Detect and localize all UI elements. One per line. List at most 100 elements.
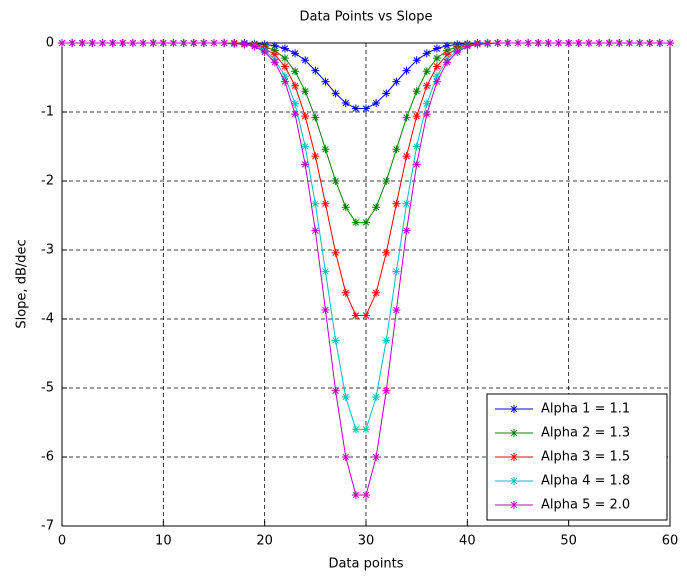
data-point bbox=[291, 81, 300, 90]
data-point bbox=[412, 87, 421, 96]
data-point bbox=[554, 39, 563, 47]
legend-label: Alpha 3 = 1.5 bbox=[541, 450, 630, 465]
data-point bbox=[280, 77, 289, 86]
data-point bbox=[331, 336, 340, 345]
data-point bbox=[220, 39, 229, 47]
data-point bbox=[280, 54, 289, 63]
data-point bbox=[311, 199, 320, 208]
data-point bbox=[270, 50, 279, 59]
data-point bbox=[331, 89, 340, 98]
data-point bbox=[473, 40, 482, 49]
legend-label: Alpha 1 = 1.1 bbox=[541, 402, 630, 417]
data-point bbox=[321, 267, 330, 276]
data-point bbox=[351, 104, 360, 113]
legend-marker bbox=[510, 477, 518, 485]
data-point bbox=[422, 49, 431, 58]
data-point bbox=[199, 39, 208, 47]
data-point bbox=[544, 39, 553, 47]
legend-marker bbox=[510, 405, 518, 413]
data-point bbox=[270, 46, 279, 55]
data-point bbox=[493, 39, 502, 47]
data-point bbox=[362, 311, 370, 320]
data-point bbox=[311, 66, 320, 75]
data-point bbox=[453, 47, 462, 56]
data-point bbox=[392, 77, 401, 86]
data-point bbox=[139, 39, 148, 47]
data-point bbox=[605, 39, 614, 47]
data-point bbox=[301, 142, 310, 151]
x-tick-label: 0 bbox=[58, 534, 66, 549]
data-point bbox=[483, 39, 492, 48]
data-point bbox=[250, 42, 259, 51]
data-point bbox=[210, 39, 218, 47]
data-point bbox=[341, 392, 350, 401]
data-point bbox=[230, 39, 239, 48]
data-point bbox=[311, 226, 320, 235]
data-point bbox=[270, 58, 279, 67]
data-point bbox=[362, 490, 370, 499]
data-point bbox=[321, 77, 330, 86]
plot-frame bbox=[61, 42, 671, 527]
x-tick-label: 50 bbox=[560, 534, 577, 549]
data-point bbox=[351, 311, 360, 320]
data-point bbox=[58, 39, 66, 47]
data-point bbox=[412, 112, 421, 121]
data-point bbox=[412, 142, 421, 151]
x-tick-label: 20 bbox=[256, 534, 273, 549]
data-point bbox=[514, 39, 522, 47]
data-point bbox=[422, 99, 431, 108]
data-point bbox=[584, 39, 593, 47]
data-point bbox=[280, 44, 289, 53]
y-tick-label: -7 bbox=[41, 519, 54, 534]
data-point bbox=[159, 39, 168, 47]
x-tick-label: 30 bbox=[358, 534, 375, 549]
data-point bbox=[321, 306, 330, 315]
data-point bbox=[351, 218, 360, 227]
y-tick-label: -4 bbox=[41, 312, 54, 327]
legend-marker bbox=[510, 453, 518, 461]
data-point bbox=[341, 203, 350, 212]
data-point bbox=[291, 110, 300, 119]
data-point bbox=[432, 44, 441, 53]
data-point bbox=[98, 39, 107, 47]
data-point bbox=[311, 113, 320, 122]
data-point bbox=[341, 288, 350, 297]
y-tick-label: -5 bbox=[41, 381, 54, 396]
data-point bbox=[443, 46, 452, 55]
data-point bbox=[432, 77, 441, 86]
data-point bbox=[422, 67, 431, 76]
data-point bbox=[362, 425, 370, 434]
data-point bbox=[635, 39, 644, 47]
data-point bbox=[666, 39, 674, 47]
legend-label: Alpha 2 = 1.3 bbox=[541, 426, 630, 441]
data-point bbox=[432, 72, 441, 81]
data-point bbox=[443, 41, 452, 50]
data-point bbox=[524, 39, 533, 47]
data-point bbox=[68, 39, 77, 47]
data-point bbox=[595, 39, 604, 47]
y-tick-label: -6 bbox=[41, 450, 54, 465]
data-point bbox=[392, 267, 401, 276]
x-tick-label: 40 bbox=[459, 534, 476, 549]
data-point bbox=[392, 306, 401, 315]
data-point bbox=[78, 39, 87, 47]
data-point bbox=[280, 62, 289, 71]
data-point bbox=[432, 54, 441, 63]
data-point bbox=[362, 104, 370, 113]
y-tick-label: 0 bbox=[46, 36, 54, 51]
data-point bbox=[301, 160, 310, 169]
data-point bbox=[301, 56, 310, 65]
data-point bbox=[301, 112, 310, 121]
data-point bbox=[625, 39, 634, 47]
data-point bbox=[372, 453, 381, 461]
data-point bbox=[402, 226, 411, 235]
data-point bbox=[615, 39, 624, 47]
data-point bbox=[574, 39, 583, 47]
data-point bbox=[372, 203, 381, 212]
data-point bbox=[382, 89, 391, 98]
data-point bbox=[564, 39, 573, 47]
legend-marker bbox=[510, 429, 518, 437]
data-point bbox=[260, 47, 269, 56]
data-point bbox=[88, 39, 97, 47]
